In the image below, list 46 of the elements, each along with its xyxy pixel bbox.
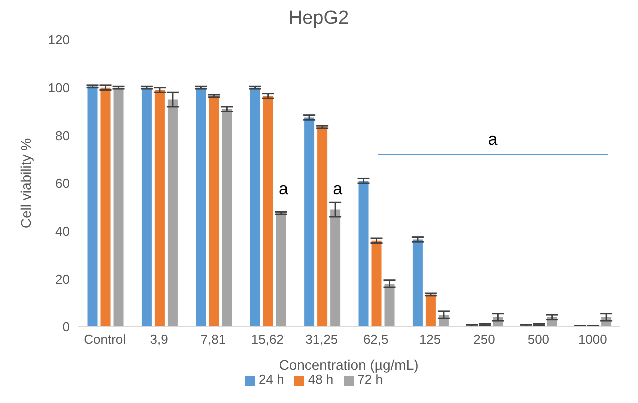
bar	[142, 88, 152, 327]
x-tick-label: 3,9	[150, 332, 168, 348]
x-tick-label: 7,81	[200, 332, 226, 348]
bar	[304, 118, 315, 327]
x-tick-label: 250	[474, 332, 496, 348]
bar	[276, 213, 286, 327]
bar	[196, 88, 206, 327]
y-tick-label: 80	[56, 128, 70, 144]
legend-label: 48 h	[308, 372, 334, 387]
bar	[168, 100, 178, 327]
x-tick-label: 15,62	[251, 332, 284, 348]
y-tick-label: 40	[56, 224, 70, 239]
bar	[372, 240, 382, 327]
x-tick-label: 1000	[578, 332, 608, 348]
y-axis-title: Cell viability %	[18, 138, 34, 229]
x-tick-label: 500	[528, 332, 550, 348]
chart-title: HepG2	[288, 8, 350, 30]
annotation: a	[333, 179, 344, 198]
bar	[358, 181, 369, 327]
x-tick-label: 125	[419, 332, 442, 348]
annotation: a	[278, 179, 289, 198]
legend-label: 72 h	[358, 372, 383, 387]
x-axis-title: Concentration (µg/mL)	[279, 357, 419, 373]
bar	[250, 88, 260, 327]
bar	[209, 96, 220, 327]
bar	[330, 210, 341, 327]
annotation: a	[487, 130, 499, 150]
bar	[426, 294, 436, 327]
bar	[222, 109, 232, 327]
bar	[100, 88, 111, 327]
bar	[412, 240, 423, 327]
y-tick-label: 0	[62, 320, 70, 335]
x-tick-label: 31,25	[306, 332, 338, 348]
y-tick-label: 20	[56, 272, 70, 287]
y-tick-label: 60	[56, 176, 70, 192]
bar	[263, 96, 274, 327]
x-tick-label: 62,5	[363, 332, 389, 348]
y-tick-label: 100	[48, 80, 70, 96]
bar	[154, 90, 165, 327]
x-tick-label: Control	[84, 332, 126, 348]
bar	[114, 88, 124, 327]
bar	[318, 127, 328, 327]
bar	[384, 284, 395, 327]
y-tick-label: 120	[48, 32, 70, 48]
legend-label: 24 h	[259, 372, 284, 387]
bar	[88, 86, 98, 327]
